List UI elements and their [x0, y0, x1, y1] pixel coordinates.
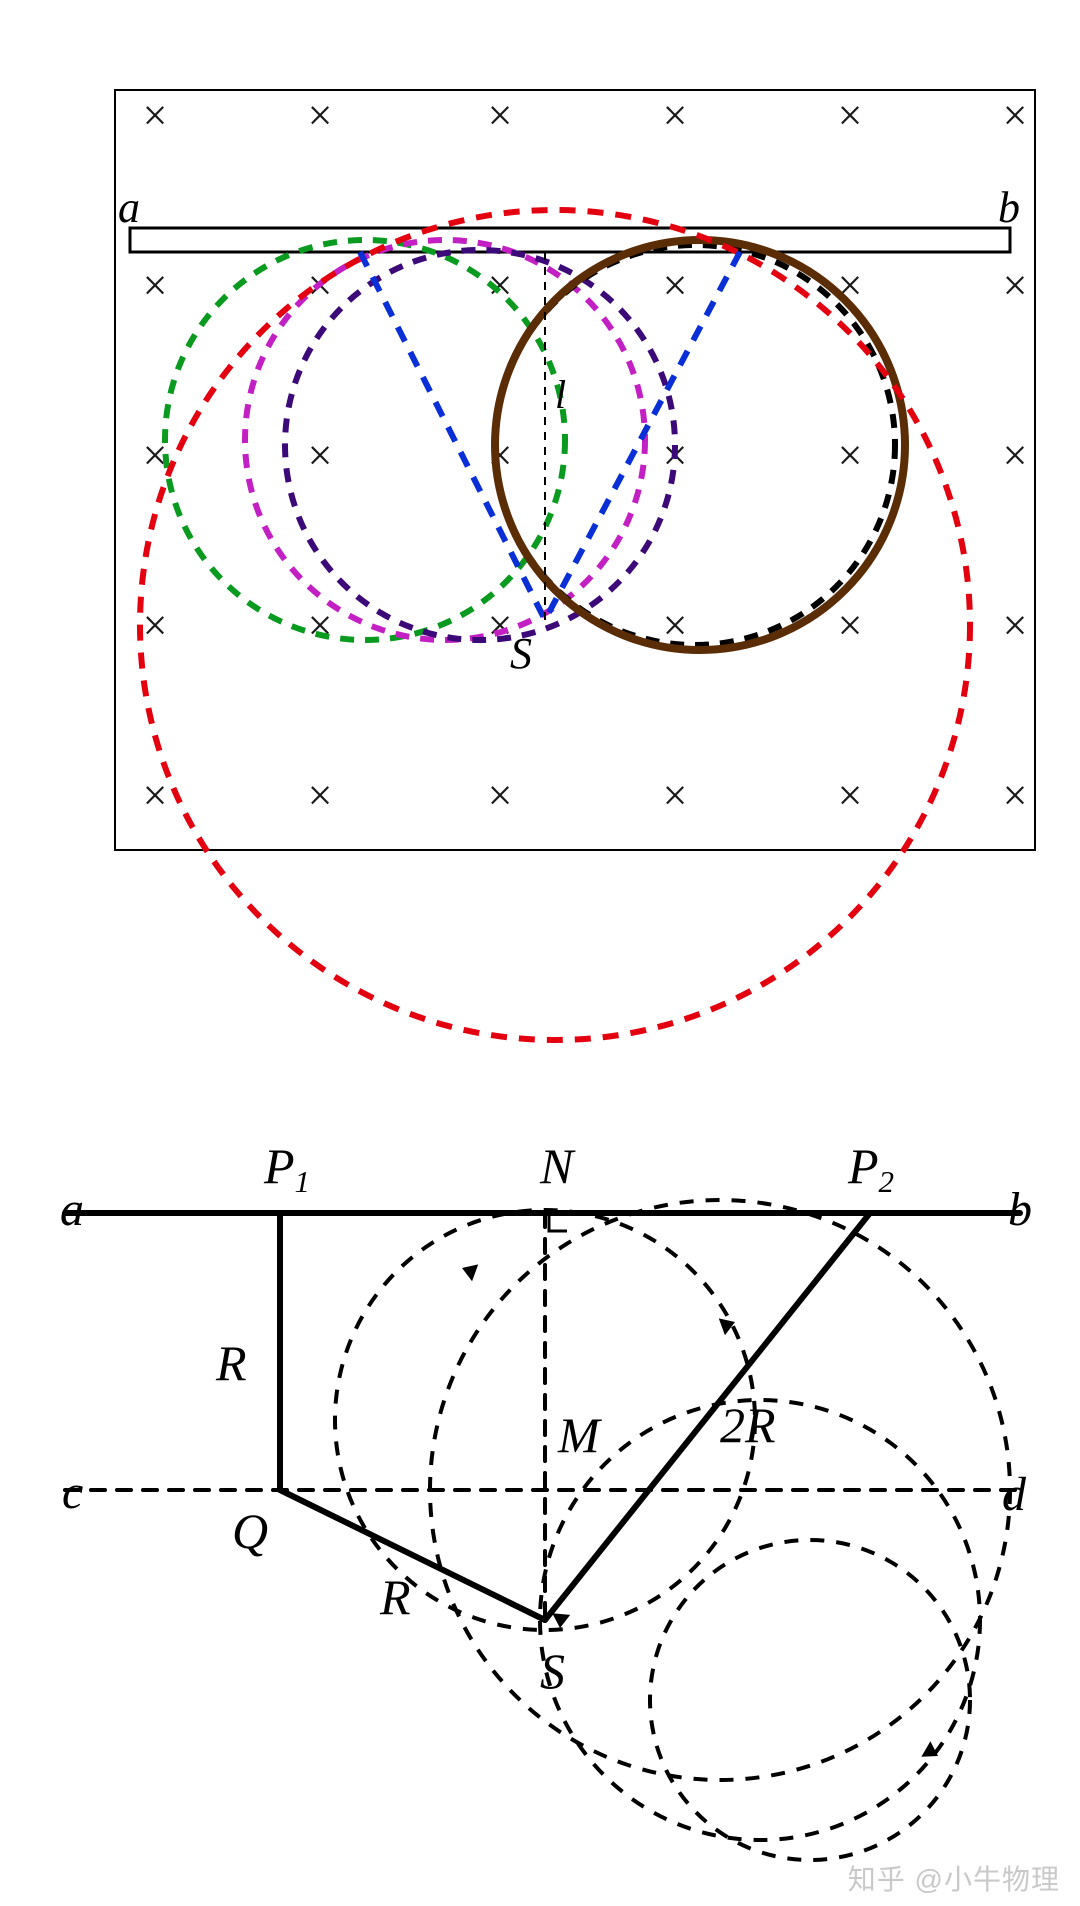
- field-cross-icon: ×: [838, 771, 863, 820]
- trajectory-circle-magenta: [245, 240, 645, 640]
- label-P1: P1: [263, 1138, 310, 1199]
- label-d: d: [1002, 1468, 1027, 1521]
- field-cross-icon: ×: [143, 771, 168, 820]
- trajectory-circle-indigo: [285, 250, 675, 640]
- field-cross-icon: ×: [1003, 261, 1028, 310]
- chord-blue-2: [545, 252, 740, 620]
- field-cross-icon: ×: [838, 431, 863, 480]
- field-cross-icon: ×: [308, 601, 333, 650]
- field-cross-icon: ×: [308, 771, 333, 820]
- field-cross-icon: ×: [663, 771, 688, 820]
- label-M: M: [557, 1407, 602, 1463]
- field-cross-icon: ×: [1003, 431, 1028, 480]
- diagram-stage: ××××××××××××××××××××××××××××××ablSaP1NP2…: [0, 0, 1080, 1906]
- field-cross-icon: ×: [143, 261, 168, 310]
- label-b: b: [1008, 1183, 1032, 1236]
- arrowhead-1: [459, 1260, 478, 1282]
- label-Q: Q: [232, 1503, 268, 1559]
- label-R1: R: [215, 1335, 247, 1391]
- field-cross-icon: ×: [488, 601, 513, 650]
- field-cross-icon: ×: [143, 601, 168, 650]
- arrowhead-3: [551, 1613, 570, 1629]
- label-a: a: [118, 183, 140, 232]
- field-cross-icon: ×: [308, 91, 333, 140]
- field-cross-icon: ×: [663, 261, 688, 310]
- field-cross-icon: ×: [308, 431, 333, 480]
- label-a: a: [60, 1183, 84, 1236]
- bar-ab: [130, 228, 1010, 252]
- label-S: S: [510, 629, 532, 678]
- field-cross-icon: ×: [838, 91, 863, 140]
- label-P2: P2: [847, 1138, 894, 1199]
- label-b: b: [998, 183, 1020, 232]
- label-R2: R: [379, 1569, 411, 1625]
- label-c: c: [62, 1466, 83, 1519]
- field-cross-icon: ×: [488, 91, 513, 140]
- label-S: S: [540, 1643, 565, 1699]
- field-cross-icon: ×: [663, 91, 688, 140]
- field-cross-icon: ×: [838, 601, 863, 650]
- field-cross-icon: ×: [1003, 771, 1028, 820]
- field-cross-icon: ×: [143, 91, 168, 140]
- watermark-text: 知乎 @小牛物理: [848, 1858, 1060, 1898]
- segment-Q-S: [280, 1490, 545, 1620]
- label-2R: 2R: [720, 1397, 776, 1453]
- label-N: N: [539, 1138, 576, 1194]
- label-l: l: [555, 372, 566, 417]
- field-cross-icon: ×: [1003, 91, 1028, 140]
- field-cross-icon: ×: [488, 771, 513, 820]
- field-cross-icon: ×: [1003, 601, 1028, 650]
- field-frame: [115, 90, 1035, 850]
- construction-circle-4: [650, 1540, 970, 1860]
